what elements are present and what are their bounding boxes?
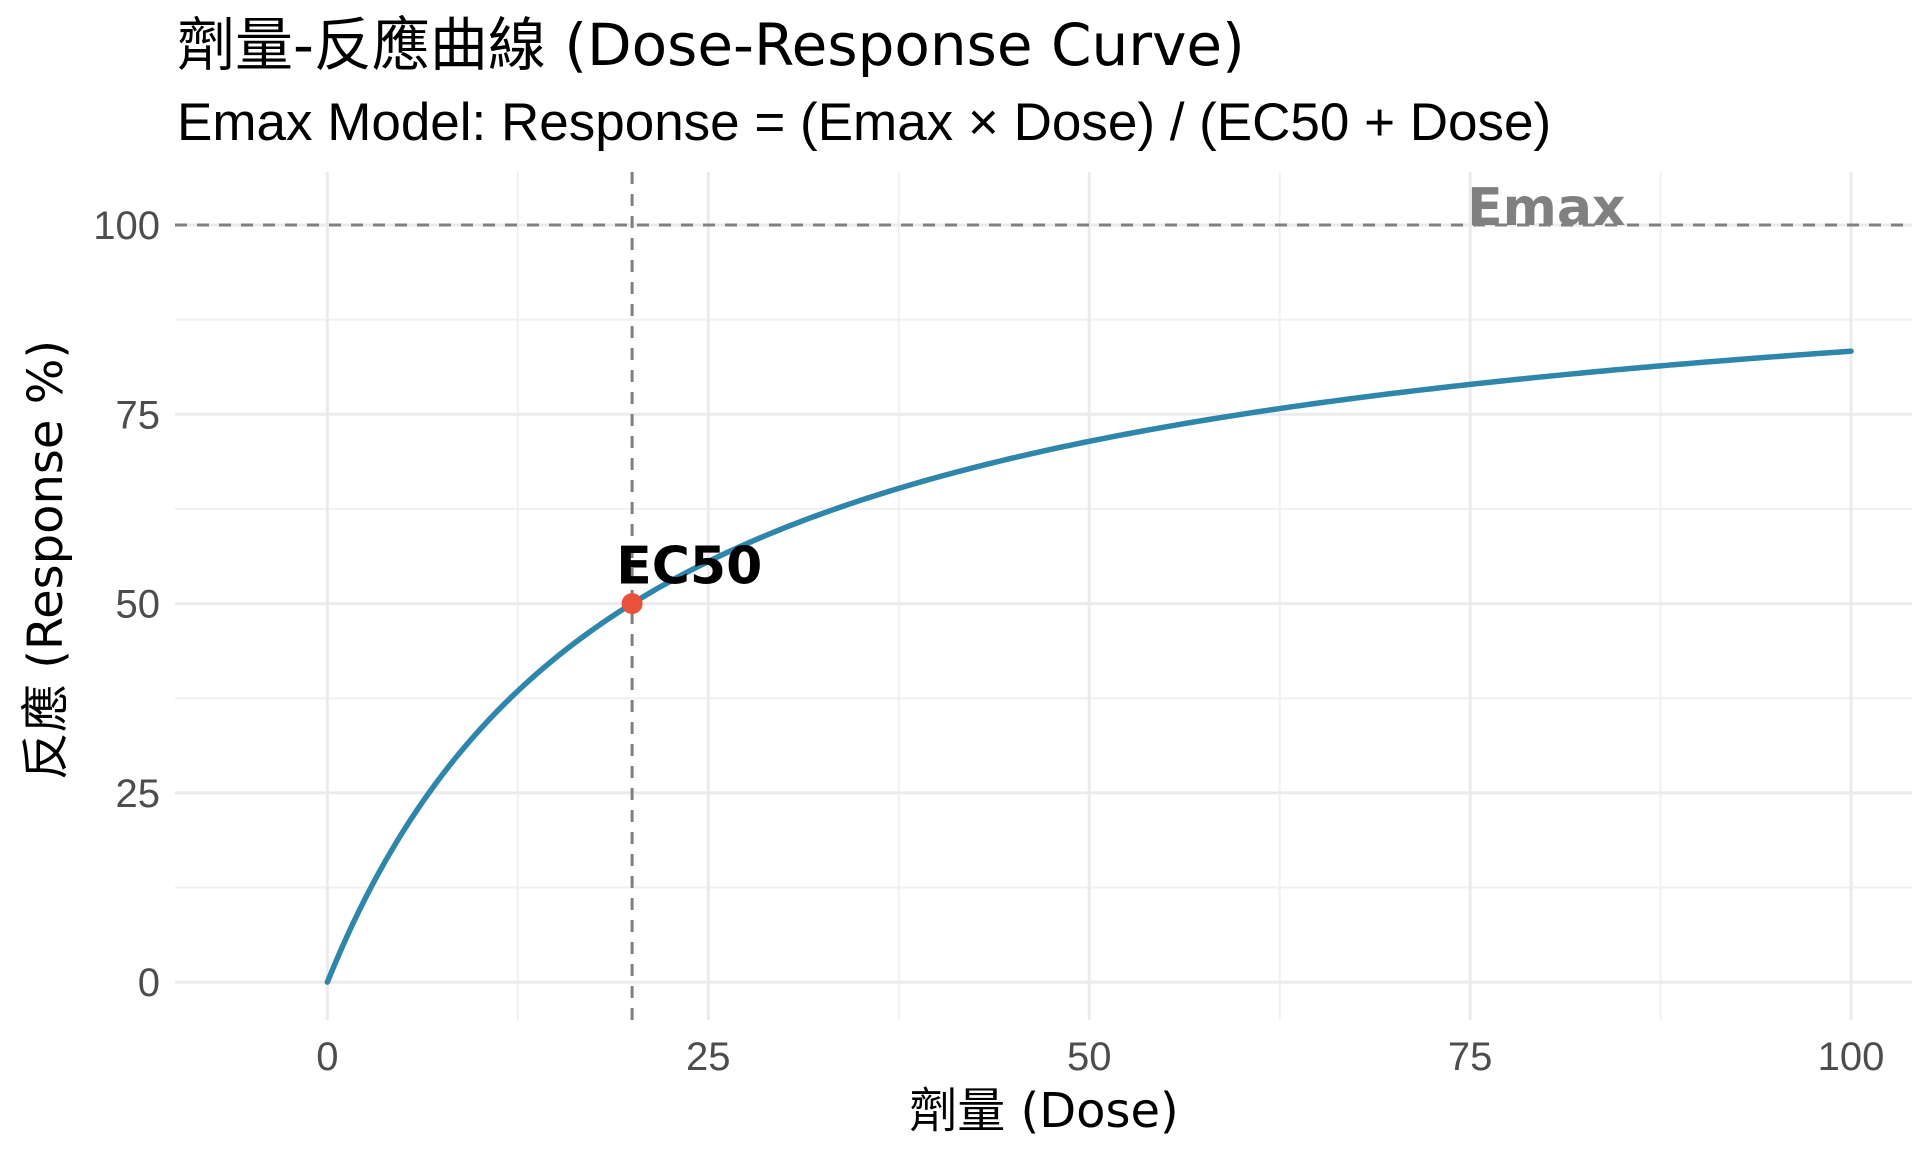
tick-labels: 0 25 50 75 100 0 25 50 75 100 — [93, 204, 1884, 1079]
y-tick-label: 50 — [116, 583, 161, 627]
dose-response-curve — [324, 348, 1854, 985]
y-tick-label: 100 — [93, 204, 160, 248]
ec50-annotation: EC50 — [616, 537, 762, 597]
x-axis-title: 劑量 (Dose) — [909, 1083, 1179, 1139]
y-tick-label: 75 — [116, 393, 161, 437]
annotations: Emax EC50 — [616, 178, 1625, 597]
chart-title: 劑量-反應曲線 (Dose-Response Curve) — [177, 11, 1245, 79]
x-tick-label: 100 — [1818, 1035, 1885, 1079]
ec50-point — [621, 593, 643, 615]
x-tick-label: 25 — [686, 1035, 731, 1079]
y-tick-label: 0 — [138, 961, 160, 1005]
x-tick-label: 50 — [1067, 1035, 1112, 1079]
chart-subtitle: Emax Model: Response = (Emax × Dose) / (… — [177, 93, 1551, 152]
series-layer — [324, 348, 1854, 985]
emax-annotation: Emax — [1467, 178, 1625, 238]
y-tick-label: 25 — [116, 772, 161, 816]
x-tick-label: 75 — [1448, 1035, 1493, 1079]
grid — [175, 172, 1912, 1020]
x-tick-label: 0 — [316, 1035, 338, 1079]
y-axis-title: 反應 (Response %) — [18, 340, 74, 780]
reference-lines — [175, 172, 1912, 1020]
